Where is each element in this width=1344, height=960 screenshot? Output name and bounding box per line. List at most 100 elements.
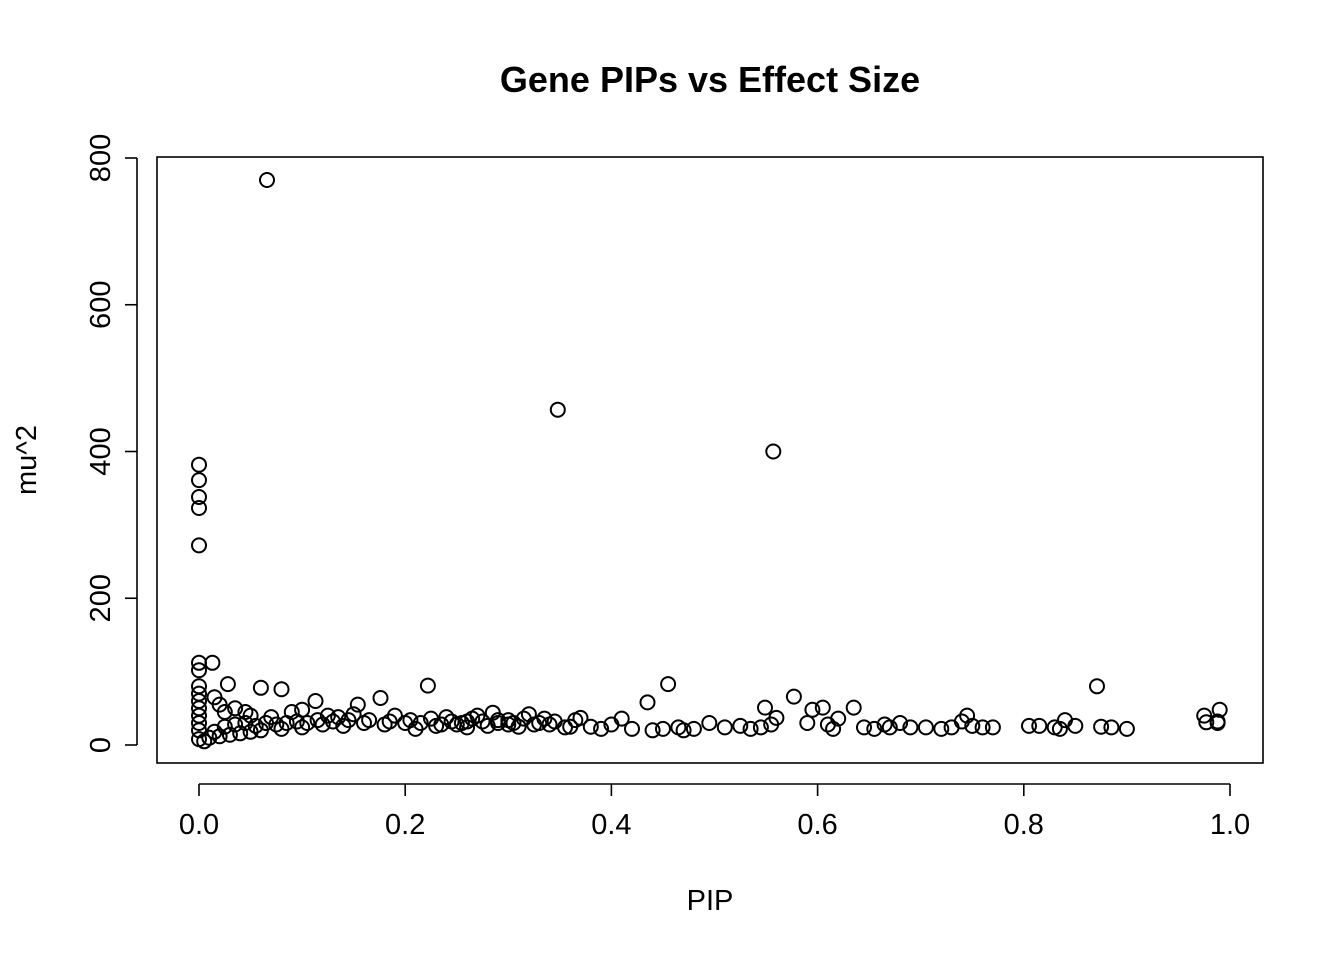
x-tick-label: 0.0 [179, 809, 219, 841]
data-point [814, 699, 831, 716]
data-point [757, 699, 773, 716]
data-point [819, 716, 836, 733]
data-point [340, 712, 357, 729]
data-point [216, 718, 233, 735]
data-point [593, 720, 610, 737]
data-point [204, 654, 221, 671]
data-point [1198, 714, 1215, 731]
y-tick-label: 200 [85, 574, 117, 622]
data-point [1031, 717, 1048, 734]
data-point [701, 715, 718, 731]
y-tick-label: 800 [85, 134, 117, 182]
data-point [675, 722, 692, 739]
data-point [505, 715, 522, 731]
data-point [278, 715, 295, 731]
data-point [892, 715, 909, 731]
data-point [191, 456, 207, 473]
y-tick-label: 0 [85, 737, 117, 753]
data-point [799, 715, 816, 731]
data-point [902, 719, 919, 736]
chart-title: Gene PIPs vs Effect Size [500, 59, 920, 100]
data-point [259, 172, 275, 188]
data-point [624, 720, 640, 737]
data-point [1118, 720, 1135, 737]
data-point [490, 712, 506, 729]
data-point [582, 718, 599, 735]
data-point [299, 715, 316, 731]
data-point [866, 720, 883, 737]
x-tick-label: 0.4 [591, 809, 631, 841]
data-point [1021, 717, 1037, 734]
data-point [191, 489, 207, 505]
data-point [572, 709, 589, 726]
data-point [325, 713, 341, 730]
x-tick-label: 0.8 [1004, 809, 1044, 841]
data-point [219, 676, 236, 693]
data-point [742, 720, 759, 737]
data-point [685, 720, 702, 737]
data-point [309, 712, 326, 729]
data-point [330, 709, 347, 726]
data-point [1103, 719, 1120, 736]
data-point [258, 715, 274, 731]
data-point [933, 720, 950, 737]
data-point [237, 715, 254, 731]
data-point [191, 662, 207, 679]
data-point [1051, 720, 1068, 737]
data-point [247, 717, 264, 734]
data-point [716, 719, 733, 736]
data-point [964, 717, 981, 734]
data-point [1067, 717, 1084, 734]
data-point [639, 694, 656, 711]
data-point [349, 696, 366, 713]
data-point [314, 716, 331, 733]
y-tick-label: 400 [85, 427, 117, 475]
data-point [557, 719, 573, 736]
data-point [549, 401, 566, 418]
data-point [372, 690, 389, 706]
data-points [191, 172, 1228, 750]
data-point [1089, 678, 1105, 695]
data-point [984, 719, 1001, 736]
data-point [191, 715, 207, 731]
data-point [196, 733, 213, 750]
data-point [943, 719, 960, 736]
data-point [541, 716, 558, 733]
data-point [881, 719, 898, 736]
data-point [763, 716, 780, 733]
data-point [785, 688, 802, 705]
data-point [361, 712, 378, 729]
data-point [288, 713, 305, 730]
data-point [191, 472, 207, 489]
data-point [307, 693, 324, 709]
x-tick-label: 0.2 [385, 809, 425, 841]
x-axis: 0.0 0.2 0.4 0.6 0.8 1.0 [179, 783, 1250, 841]
data-point [752, 719, 769, 736]
data-point [459, 719, 476, 736]
data-point [1093, 718, 1110, 735]
data-point [381, 713, 398, 730]
data-point [655, 720, 671, 737]
y-axis-label: mu^2 [11, 425, 43, 495]
data-point [1209, 715, 1226, 731]
data-point [252, 679, 269, 696]
y-axis: 0 200 400 600 800 [85, 134, 138, 753]
x-tick-label: 0.6 [797, 809, 837, 841]
data-point [453, 715, 470, 731]
data-point [474, 713, 491, 730]
data-point [402, 712, 419, 729]
data-point [526, 716, 543, 733]
data-point [660, 676, 677, 693]
data-point [211, 728, 228, 745]
data-point [268, 716, 285, 733]
x-tick-label: 1.0 [1210, 809, 1250, 841]
data-point [845, 699, 862, 716]
data-point [227, 716, 244, 733]
data-point [804, 701, 821, 718]
data-point [562, 718, 579, 735]
y-tick-label: 600 [85, 281, 117, 329]
data-point [191, 707, 207, 724]
data-point [443, 713, 460, 730]
data-point [732, 717, 749, 734]
data-point [433, 716, 450, 733]
